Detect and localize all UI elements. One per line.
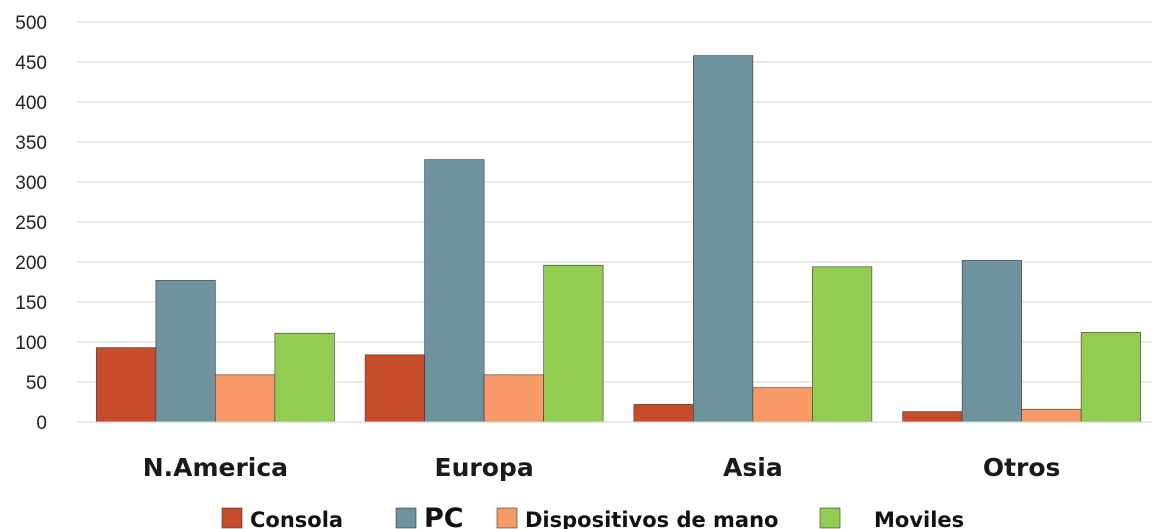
y-axis-tick-labels: 0 50 100 150 200 250 300 350 400 450 500 — [15, 13, 47, 434]
legend-label: Moviles — [874, 508, 964, 529]
bar-moviles-otros — [1080, 332, 1141, 423]
bar-moviles-europa — [543, 264, 604, 423]
bar-consola-otros — [902, 411, 963, 423]
bar-moviles-asia — [812, 266, 873, 423]
y-tick-label: 500 — [15, 13, 47, 34]
bar-dispositivos-de-mano-otros — [1021, 408, 1082, 423]
legend-label: PC — [424, 503, 464, 529]
legend-swatch — [496, 507, 518, 529]
y-tick-label: 0 — [36, 413, 47, 434]
gridlines — [77, 21, 1152, 383]
bar-dispositivos-de-mano-europa — [483, 374, 544, 423]
bar-consola-asia — [633, 404, 694, 423]
x-tick-label: Otros — [983, 453, 1061, 482]
bar-dispositivos-de-mano-asia — [752, 387, 813, 423]
legend-swatch — [819, 507, 841, 529]
x-tick-label: Asia — [723, 453, 783, 482]
y-tick-label: 450 — [15, 53, 47, 74]
x-axis-tick-labels: N.America Europa Asia Otros — [143, 453, 1061, 482]
y-tick-label: 200 — [15, 253, 47, 274]
y-tick-label: 400 — [15, 93, 47, 114]
y-tick-label: 350 — [15, 133, 47, 154]
bar-pc-otros — [961, 260, 1022, 423]
x-tick-label: N.America — [143, 453, 288, 482]
legend-swatch — [221, 507, 243, 529]
bar-dispositivos-de-mano-n-america — [215, 374, 276, 423]
y-tick-label: 100 — [15, 333, 47, 354]
bars — [96, 55, 1141, 423]
bar-pc-asia — [693, 55, 754, 423]
y-tick-label: 250 — [15, 213, 47, 234]
y-tick-label: 50 — [26, 373, 47, 394]
y-tick-label: 300 — [15, 173, 47, 194]
bar-pc-n-america — [155, 280, 216, 423]
x-tick-label: Europa — [435, 453, 534, 482]
legend-label: Consola — [250, 508, 343, 529]
bar-moviles-n-america — [274, 332, 335, 423]
legend-label: Dispositivos de mano — [525, 508, 778, 529]
bar-consola-europa — [364, 354, 425, 423]
bar-consola-n-america — [96, 347, 157, 423]
legend-swatch — [395, 507, 417, 529]
legend: Consola PC Dispositivos de mano Moviles — [221, 503, 964, 529]
y-tick-label: 150 — [15, 293, 47, 314]
bar-pc-europa — [424, 159, 485, 423]
